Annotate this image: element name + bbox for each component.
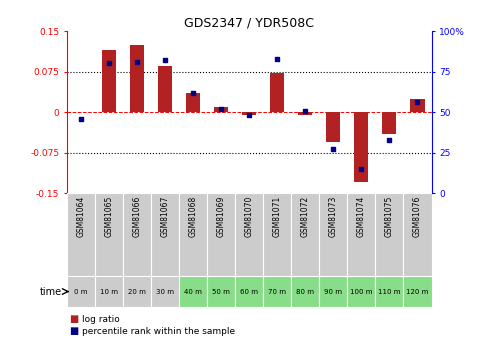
Bar (186, 93, 200, 112)
Point (77, 116, 85, 121)
Point (329, 147, 337, 152)
Point (245, 112, 253, 118)
Text: GSM81076: GSM81076 (413, 196, 422, 237)
Bar (235, 193, 263, 276)
Text: ■: ■ (69, 314, 79, 324)
Bar (263, 193, 291, 276)
Point (302, 108, 310, 113)
Bar (207, 193, 235, 276)
Point (358, 166, 366, 171)
Point (189, 90, 197, 96)
Text: 90 m: 90 m (324, 288, 342, 295)
Bar (347, 276, 375, 307)
Text: log ratio: log ratio (82, 315, 120, 324)
Text: GSM81070: GSM81070 (245, 196, 254, 237)
Bar (355, 112, 369, 183)
Text: GSM81066: GSM81066 (132, 196, 141, 237)
Point (385, 137, 393, 142)
Bar (67, 193, 95, 276)
Bar (123, 193, 151, 276)
Text: ■: ■ (69, 326, 79, 336)
Text: 50 m: 50 m (212, 288, 230, 295)
Text: 40 m: 40 m (184, 288, 202, 295)
Bar (123, 276, 151, 307)
Point (161, 58, 169, 63)
Title: GDS2347 / YDR508C: GDS2347 / YDR508C (184, 17, 314, 30)
Text: time: time (40, 287, 62, 296)
Bar (411, 99, 425, 112)
Bar (291, 276, 319, 307)
Bar (375, 276, 403, 307)
Bar (347, 193, 375, 276)
Text: 110 m: 110 m (378, 288, 401, 295)
Bar (270, 73, 284, 112)
Text: GSM81074: GSM81074 (357, 196, 366, 237)
Bar (207, 276, 235, 307)
Point (105, 61, 113, 66)
Bar (67, 276, 95, 307)
Bar (151, 193, 179, 276)
Bar (382, 112, 396, 134)
Text: 60 m: 60 m (240, 288, 258, 295)
Text: percentile rank within the sample: percentile rank within the sample (82, 327, 235, 336)
Bar (291, 193, 319, 276)
Text: 10 m: 10 m (100, 288, 118, 295)
Text: 0 m: 0 m (74, 288, 88, 295)
Text: GSM81075: GSM81075 (385, 196, 394, 237)
Text: 30 m: 30 m (156, 288, 174, 295)
Bar (130, 45, 144, 112)
Point (414, 100, 422, 105)
Text: 80 m: 80 m (296, 288, 314, 295)
Bar (375, 193, 403, 276)
Text: GSM81068: GSM81068 (188, 196, 197, 237)
Bar (319, 276, 347, 307)
Text: GSM81064: GSM81064 (76, 196, 85, 237)
Bar (319, 193, 347, 276)
Bar (158, 66, 172, 112)
Bar (242, 112, 256, 115)
Bar (263, 276, 291, 307)
Bar (214, 107, 228, 112)
Bar (298, 112, 312, 115)
Text: GSM81067: GSM81067 (161, 196, 170, 237)
Bar (179, 193, 207, 276)
Text: 70 m: 70 m (268, 288, 286, 295)
Bar (95, 276, 123, 307)
Text: GSM81071: GSM81071 (273, 196, 282, 237)
Bar (326, 112, 340, 142)
Text: 100 m: 100 m (350, 288, 372, 295)
Bar (179, 276, 207, 307)
Text: GSM81073: GSM81073 (329, 196, 338, 237)
Bar (102, 50, 116, 112)
Text: GSM81072: GSM81072 (301, 196, 310, 237)
Text: 20 m: 20 m (128, 288, 146, 295)
Point (133, 59, 141, 65)
Text: 120 m: 120 m (406, 288, 429, 295)
Point (273, 56, 281, 61)
Bar (235, 276, 263, 307)
Bar (95, 193, 123, 276)
Point (217, 106, 225, 112)
Bar (151, 276, 179, 307)
Text: GSM81069: GSM81069 (217, 196, 226, 237)
Bar (403, 193, 432, 276)
Bar (403, 276, 432, 307)
Text: GSM81065: GSM81065 (105, 196, 114, 237)
